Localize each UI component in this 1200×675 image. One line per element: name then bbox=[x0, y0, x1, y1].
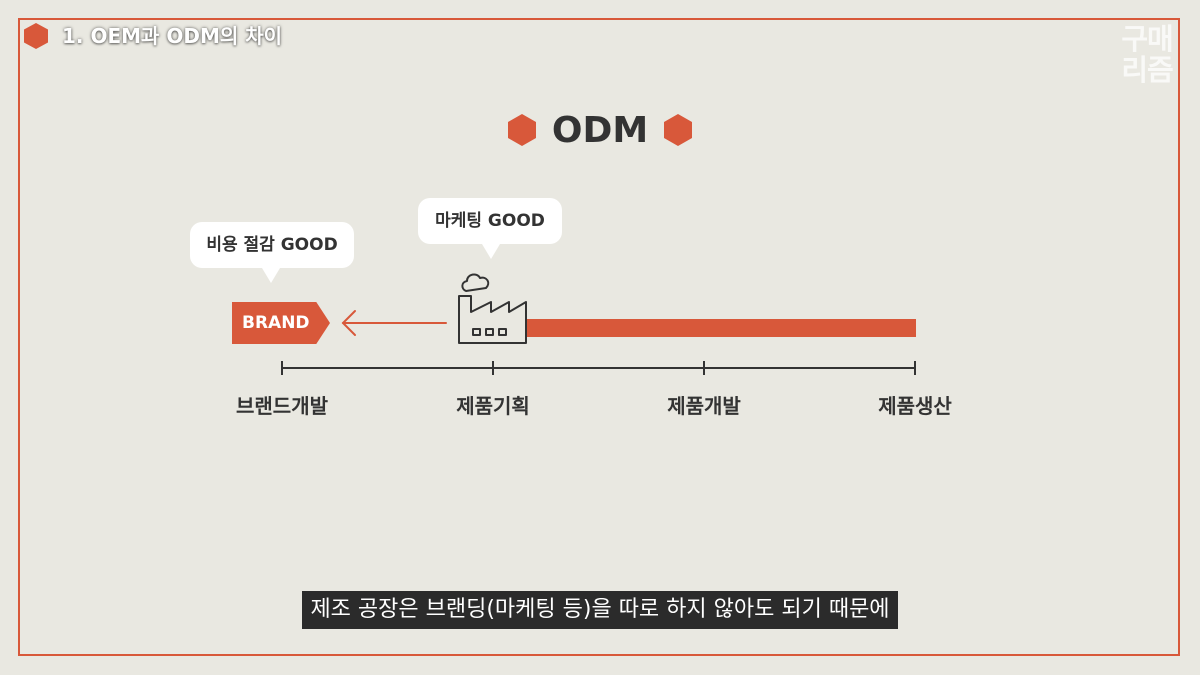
factory-icon bbox=[458, 273, 527, 344]
section-hexagon-icon bbox=[24, 23, 48, 49]
cost-saving-bubble: 비용 절감 GOOD bbox=[190, 222, 354, 283]
stage-label-brand-development: 브랜드개발 bbox=[236, 394, 328, 418]
marketing-bubble: 마케팅 GOOD bbox=[418, 198, 562, 259]
watermark-line-1: 구매 bbox=[1121, 22, 1173, 56]
channel-watermark: 구매 리즘 bbox=[1112, 24, 1182, 86]
content-frame bbox=[18, 18, 1180, 656]
diagram-heading: ODM bbox=[0, 106, 1200, 154]
section-title: 1. OEM과 ODM의 차이 bbox=[62, 24, 283, 48]
subtitle-caption: 제조 공장은 브랜딩(마케팅 등)을 따로 하지 않아도 되기 때문에 bbox=[0, 591, 1200, 629]
heading-title: ODM bbox=[551, 109, 649, 151]
hexagon-right-icon bbox=[664, 114, 693, 146]
stage-label-product-development: 제품개발 bbox=[667, 394, 741, 418]
left-arrow-icon bbox=[341, 310, 447, 336]
stage-label-production: 제품생산 bbox=[878, 394, 952, 418]
hexagon-left-icon bbox=[507, 114, 536, 146]
subtitle-text: 제조 공장은 브랜딩(마케팅 등)을 따로 하지 않아도 되기 때문에 bbox=[302, 591, 898, 629]
brand-tag: BRAND bbox=[232, 302, 330, 344]
production-range-bar bbox=[520, 319, 916, 337]
timeline-axis bbox=[281, 361, 916, 375]
stage-label-product-planning: 제품기획 bbox=[456, 394, 530, 418]
watermark-line-2: 리즘 bbox=[1121, 53, 1173, 87]
